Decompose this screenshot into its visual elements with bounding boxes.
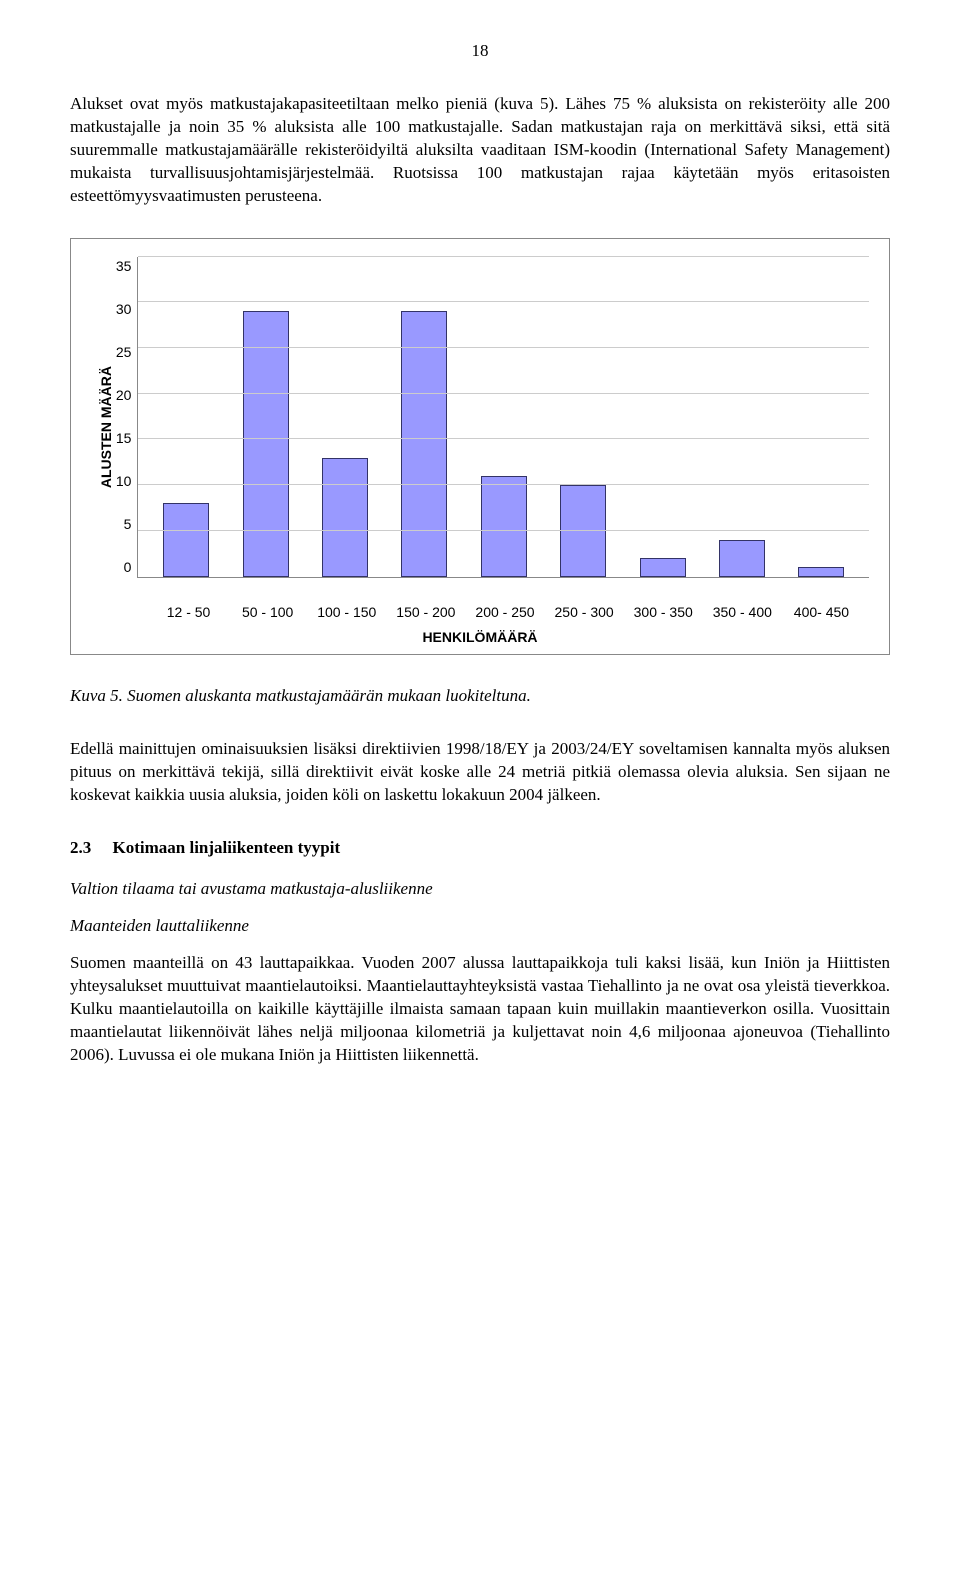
section-title: Kotimaan linjaliikenteen tyypit: [113, 838, 341, 857]
x-axis-label: HENKILÖMÄÄRÄ: [91, 628, 869, 647]
x-tick: 100 - 150: [307, 603, 386, 622]
y-tick: 15: [116, 429, 132, 448]
figure-caption: Kuva 5. Suomen aluskanta matkustajamäärä…: [70, 685, 890, 708]
y-tick: 35: [116, 257, 132, 276]
chart-bar: [798, 567, 844, 576]
y-tick: 5: [116, 515, 132, 534]
paragraph-1: Alukset ovat myös matkustajakapasiteetil…: [70, 93, 890, 208]
paragraph-2: Edellä mainittujen ominaisuuksien lisäks…: [70, 738, 890, 807]
section-heading: 2.3 Kotimaan linjaliikenteen tyypit: [70, 837, 890, 860]
x-tick: 150 - 200: [386, 603, 465, 622]
chart-bar: [163, 503, 209, 576]
y-axis-label: ALUSTEN MÄÄRÄ: [91, 366, 116, 488]
x-tick: 200 - 250: [465, 603, 544, 622]
chart-bar: [322, 458, 368, 577]
chart-plot-area: [137, 257, 869, 578]
y-axis-ticks: 35 30 25 20 15 10 5 0: [116, 257, 138, 577]
section-number: 2.3: [70, 838, 91, 857]
page-number: 18: [70, 40, 890, 63]
x-axis-ticks: 12 - 5050 - 100100 - 150150 - 200200 - 2…: [141, 597, 869, 622]
y-tick: 20: [116, 386, 132, 405]
gridline: [138, 256, 869, 257]
chart-bars: [138, 257, 869, 577]
gridline: [138, 484, 869, 485]
paragraph-3: Suomen maanteillä on 43 lauttapaikkaa. V…: [70, 952, 890, 1067]
chart-bar: [481, 476, 527, 577]
chart-bar: [719, 540, 765, 577]
x-tick: 350 - 400: [703, 603, 782, 622]
gridline: [138, 530, 869, 531]
chart-bar: [243, 311, 289, 576]
gridline: [138, 393, 869, 394]
gridline: [138, 347, 869, 348]
x-tick: 12 - 50: [149, 603, 228, 622]
subheading-2: Maanteiden lauttaliikenne: [70, 915, 890, 938]
chart-container: ALUSTEN MÄÄRÄ 35 30 25 20 15 10 5 0 12 - 5050 -…: [70, 238, 890, 656]
gridline: [138, 438, 869, 439]
gridline: [138, 301, 869, 302]
chart-bar: [401, 311, 447, 576]
chart-bar: [640, 558, 686, 576]
x-tick: 250 - 300: [545, 603, 624, 622]
x-tick: 300 - 350: [624, 603, 703, 622]
x-tick: 400- 450: [782, 603, 861, 622]
x-tick: 50 - 100: [228, 603, 307, 622]
y-tick: 10: [116, 472, 132, 491]
y-tick: 0: [116, 558, 132, 577]
y-tick: 30: [116, 300, 132, 319]
subheading-1: Valtion tilaama tai avustama matkustaja-…: [70, 878, 890, 901]
y-tick: 25: [116, 343, 132, 362]
